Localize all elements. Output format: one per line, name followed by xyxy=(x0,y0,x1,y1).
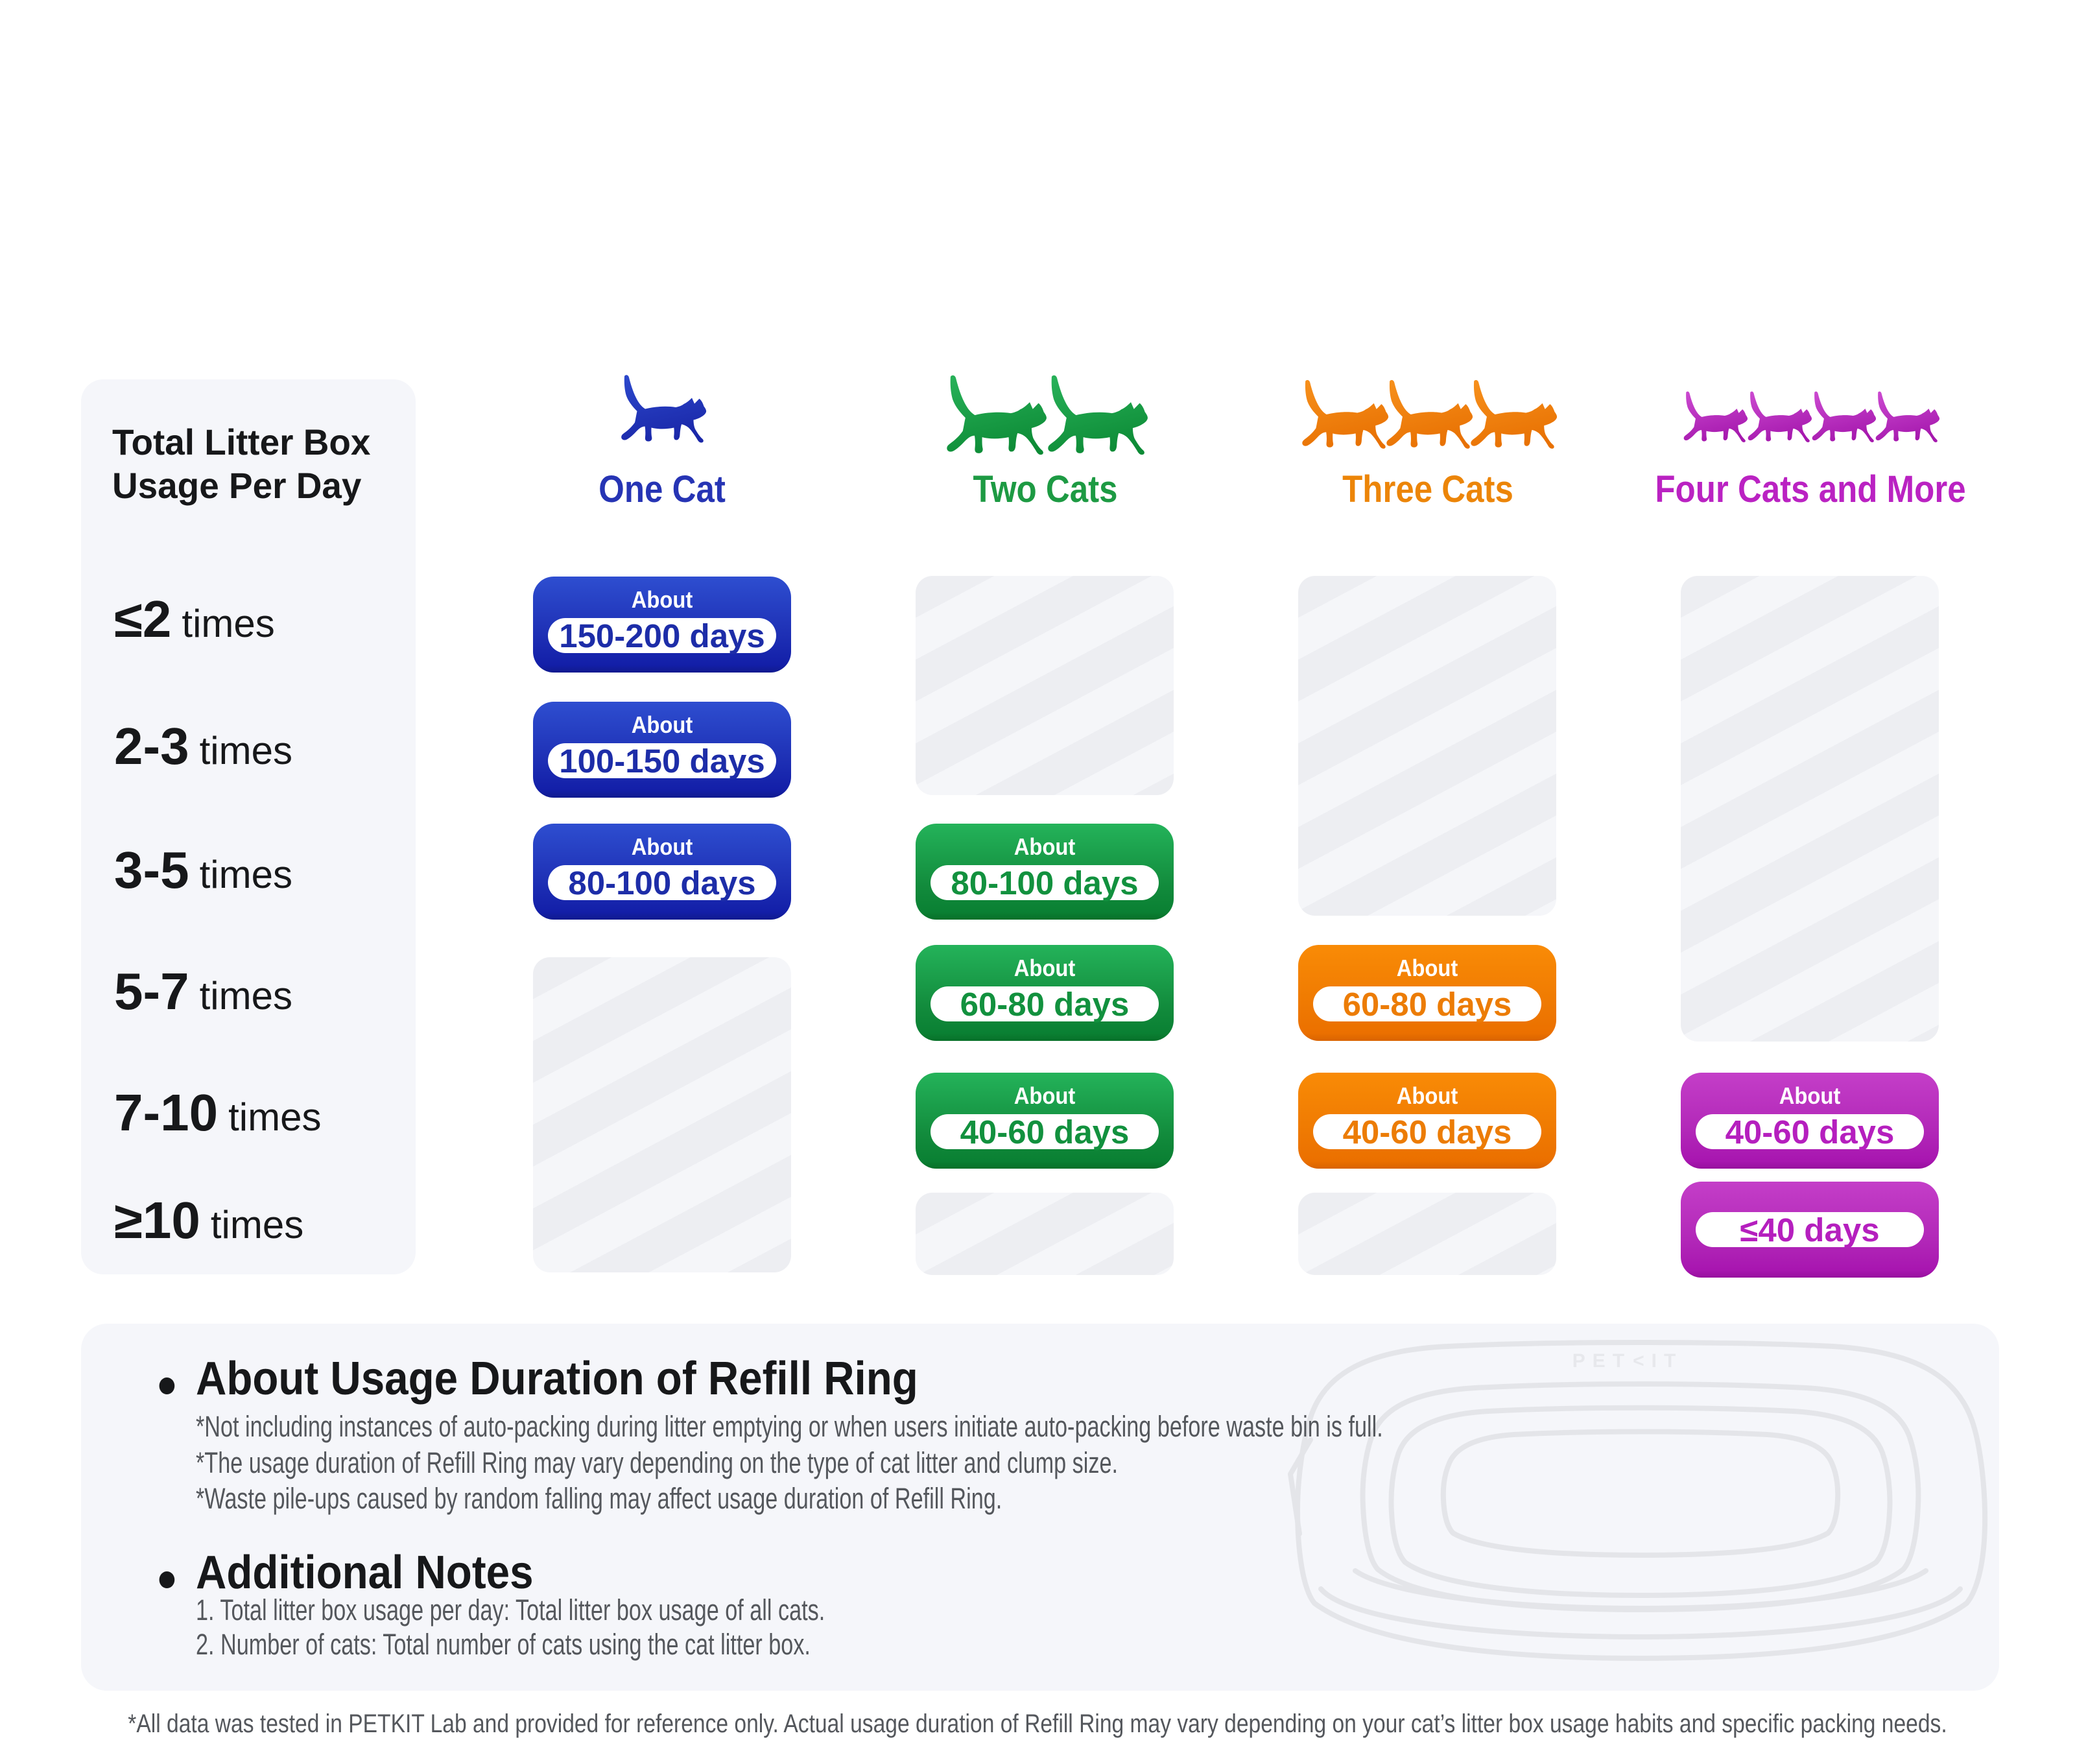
svg-text:PET<IT: PET<IT xyxy=(1572,1350,1683,1372)
